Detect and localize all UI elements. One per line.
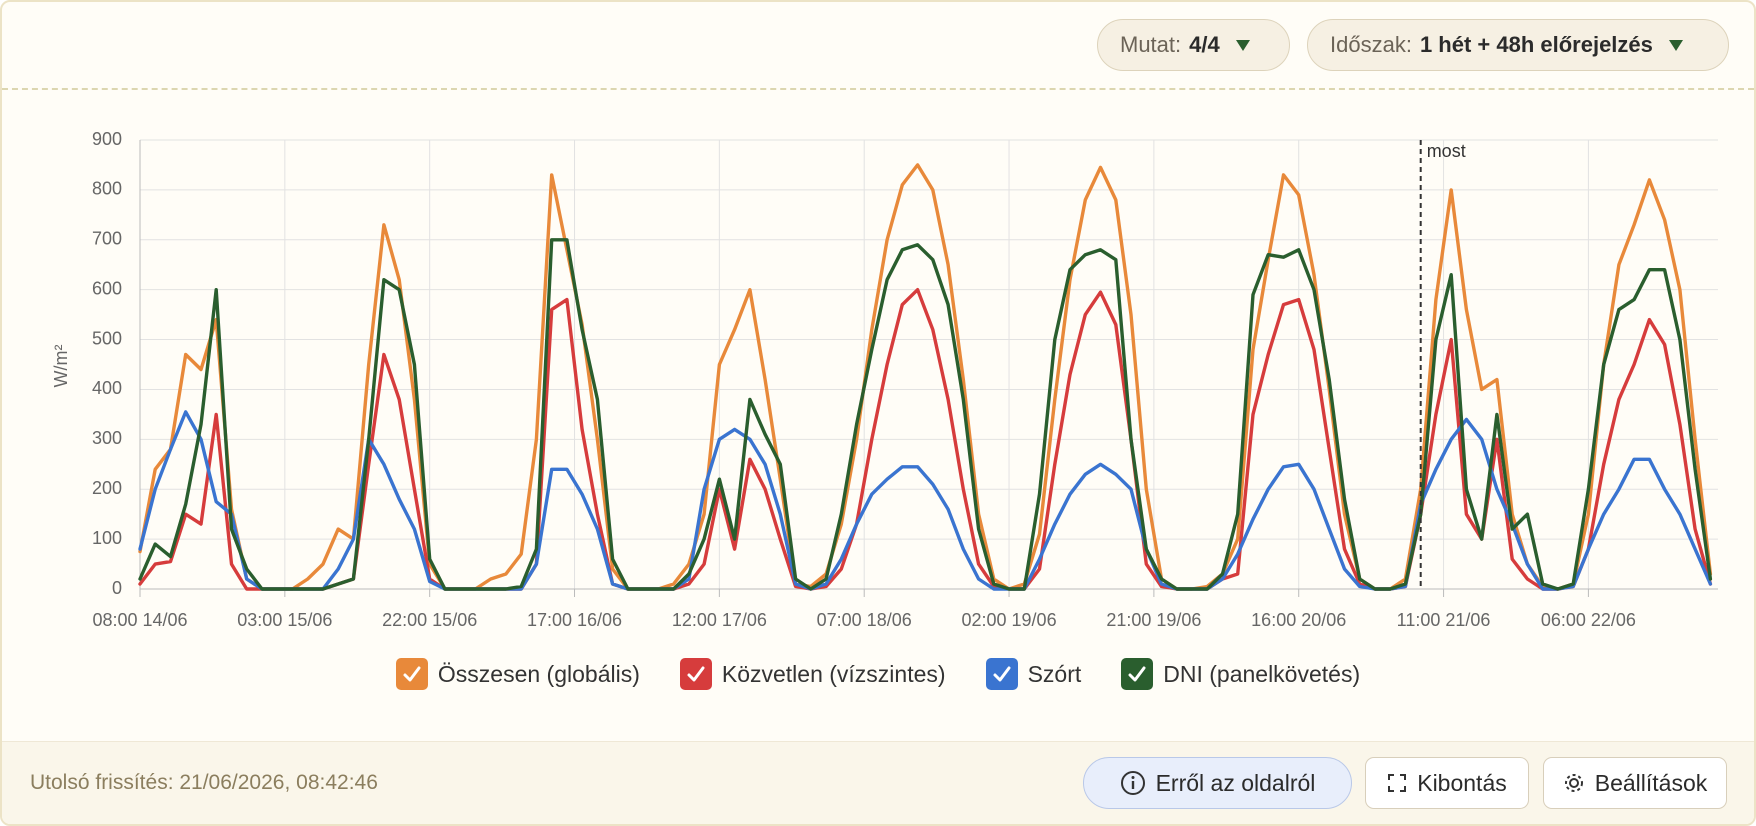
legend-checkbox[interactable] <box>679 658 712 690</box>
y-tick-label: 600 <box>92 278 122 298</box>
x-tick-label: 07:00 18/06 <box>817 610 912 630</box>
y-tick-label: 400 <box>92 378 122 398</box>
button-label: Beállítások <box>1594 769 1708 796</box>
now-label: most <box>1427 141 1466 161</box>
check-icon <box>1128 666 1146 682</box>
legend-checkbox[interactable] <box>985 658 1018 690</box>
y-axis-label: W/m² <box>51 345 71 388</box>
legend-checkbox[interactable] <box>395 658 428 690</box>
y-tick-label: 900 <box>92 129 122 149</box>
series-line <box>138 410 1713 591</box>
dropdown-arrow <box>1668 39 1683 51</box>
x-tick-label: 22:00 15/06 <box>382 610 477 630</box>
period-value: 1 hét + 48h előrejelzés <box>1419 32 1653 57</box>
legend-label: Szórt <box>1027 660 1082 687</box>
show-dropdown[interactable]: Mutat: 4/4 <box>1097 19 1290 71</box>
x-tick-label: 12:00 17/06 <box>672 610 767 630</box>
legend-item[interactable]: Közvetlen (vízszintes) <box>679 658 946 690</box>
x-tick-label: 17:00 16/06 <box>527 610 622 630</box>
x-tick-label: 06:00 22/06 <box>1541 610 1636 630</box>
button-label: Erről az oldalról <box>1155 769 1316 796</box>
legend-item[interactable]: DNI (panelkövetés) <box>1121 658 1360 690</box>
footer: Utolsó frissítés: 21/06/2026, 08:42:46 E… <box>2 741 1754 824</box>
settings-button[interactable]: Beállítások <box>1543 757 1727 809</box>
legend: Összesen (globális) Közvetlen (vízszintes… <box>2 658 1754 690</box>
x-tick-label: 16:00 20/06 <box>1251 610 1346 630</box>
info-icon <box>1120 771 1145 795</box>
x-tick-label: 03:00 15/06 <box>237 610 332 630</box>
series-line <box>138 288 1713 591</box>
check-icon <box>687 666 705 682</box>
period-label: Időszak: <box>1330 32 1412 57</box>
toolbar: Mutat: 4/4 Időszak: 1 hét + 48h előrejel… <box>2 2 1754 90</box>
y-tick-label: 700 <box>92 229 122 249</box>
y-tick-label: 100 <box>92 528 122 548</box>
legend-label: Közvetlen (vízszintes) <box>721 660 946 687</box>
y-tick-label: 300 <box>92 428 122 448</box>
legend-label: Összesen (globális) <box>437 660 640 687</box>
x-tick-label: 08:00 14/06 <box>92 610 187 630</box>
check-icon <box>993 666 1011 682</box>
show-label: Mutat: <box>1120 32 1182 57</box>
x-tick-label: 21:00 19/06 <box>1106 610 1201 630</box>
button-label: Kibontás <box>1417 769 1507 796</box>
x-tick-label: 02:00 19/06 <box>961 610 1056 630</box>
x-tick-label: 11:00 21/06 <box>1397 610 1491 630</box>
last-update: Utolsó frissítés: 21/06/2026, 08:42:46 <box>30 771 378 794</box>
legend-checkbox[interactable] <box>1121 658 1154 690</box>
y-tick-label: 0 <box>112 578 122 598</box>
legend-item[interactable]: Szórt <box>985 658 1082 690</box>
y-tick-label: 800 <box>92 179 122 199</box>
check-icon <box>403 666 421 682</box>
expand-icon <box>1388 774 1407 792</box>
y-tick-label: 200 <box>92 478 122 498</box>
chart: W/m² 0 100 200 300 400 500 600 700 800 900 08:00 1… <box>51 129 1718 630</box>
about-button[interactable]: Erről az oldalról <box>1083 757 1352 809</box>
expand-button[interactable]: Kibontás <box>1365 757 1529 809</box>
dropdown-arrow <box>1235 39 1250 51</box>
show-value: 4/4 <box>1189 32 1220 57</box>
y-tick-label: 500 <box>92 328 122 348</box>
legend-label: DNI (panelkövetés) <box>1163 660 1361 687</box>
series-line <box>138 238 1713 591</box>
legend-item[interactable]: Összesen (globális) <box>395 658 640 690</box>
period-dropdown[interactable]: Időszak: 1 hét + 48h előrejelzés <box>1307 19 1729 71</box>
gear-icon <box>1564 774 1583 792</box>
